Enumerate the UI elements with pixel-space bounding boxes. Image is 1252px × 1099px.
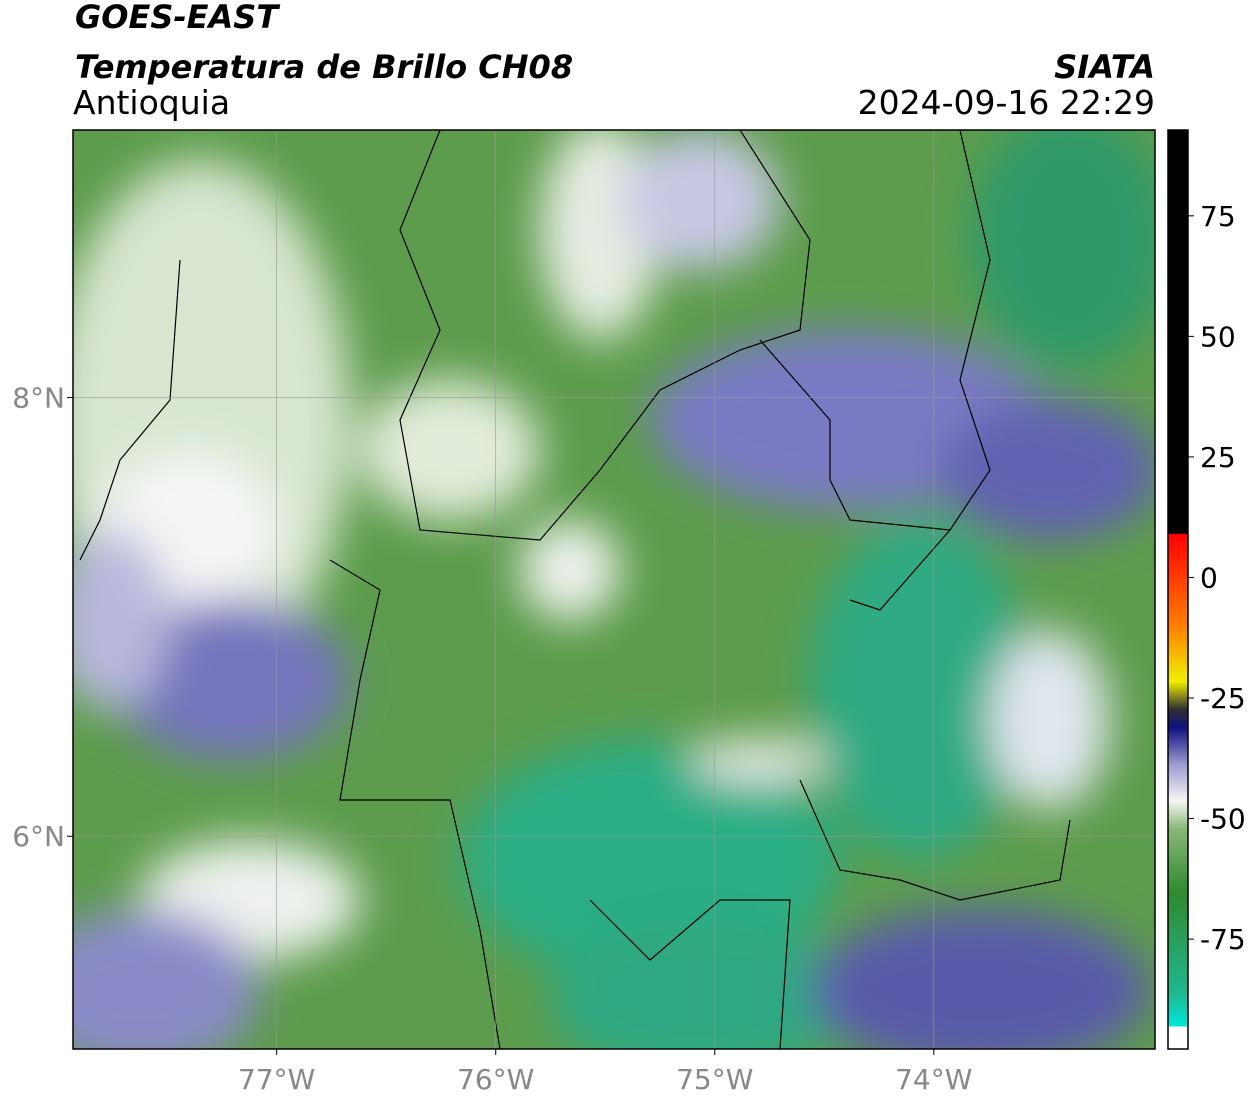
datetime: 2024-09-16 22:29	[858, 83, 1155, 122]
colorbar	[1167, 129, 1189, 1050]
map-frame	[72, 129, 1156, 1050]
product: Temperatura de Brillo CH08	[75, 48, 573, 86]
colorbar-tick-label: -25	[1200, 682, 1246, 715]
colorbar-tick-label: 75	[1200, 200, 1236, 233]
lon-tick-label: 74°W	[895, 1063, 972, 1096]
colorbar-tick-label: -50	[1200, 803, 1246, 836]
lon-tick-label: 77°W	[238, 1063, 315, 1096]
colorbar-tick-label: 25	[1200, 441, 1236, 474]
agency: SIATA	[1054, 48, 1155, 86]
colorbar-tick-label: -75	[1200, 923, 1246, 956]
colorbar-tick-label: 0	[1200, 561, 1218, 594]
lat-tick-label: 8°N	[12, 382, 65, 415]
region: Antioquia	[73, 83, 230, 122]
colorbar-tick-label: 50	[1200, 320, 1236, 353]
lon-tick-label: 76°W	[457, 1063, 534, 1096]
lon-tick-label: 75°W	[676, 1063, 753, 1096]
satellite-image	[73, 130, 1155, 1049]
satellite: GOES-EAST	[75, 0, 280, 36]
lat-tick-label: 6°N	[12, 820, 65, 853]
